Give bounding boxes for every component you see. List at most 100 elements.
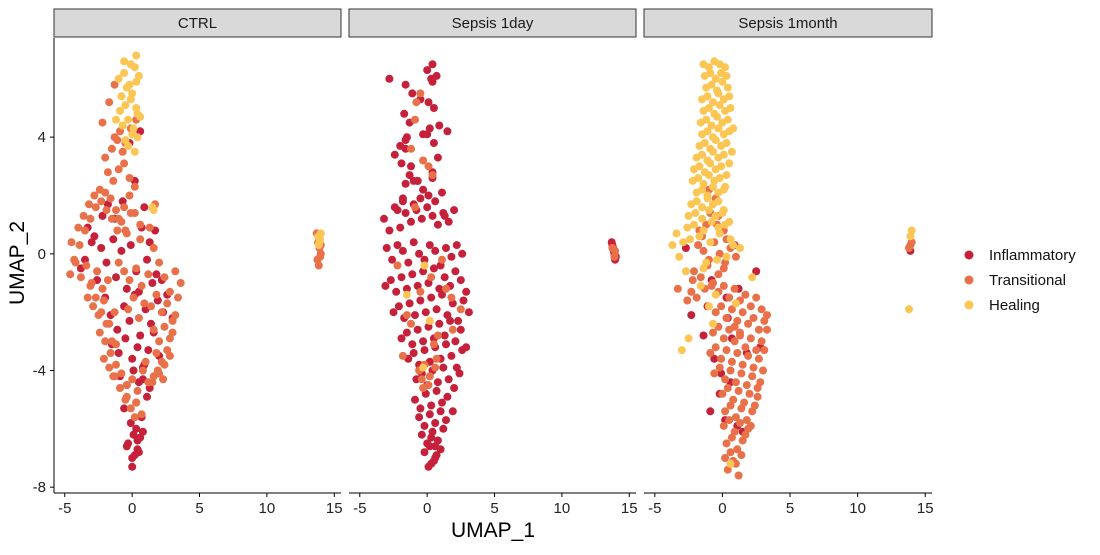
data-point <box>106 194 115 203</box>
data-point <box>122 284 131 293</box>
data-point <box>459 296 468 305</box>
data-point <box>97 308 106 317</box>
data-point <box>417 214 426 223</box>
data-point <box>692 293 701 302</box>
data-point <box>402 311 411 320</box>
data-point <box>171 311 180 320</box>
data-point <box>132 398 141 407</box>
data-point <box>729 241 738 250</box>
data-point <box>907 226 916 235</box>
data-point <box>91 203 100 212</box>
data-point <box>439 424 448 433</box>
data-point <box>433 153 442 162</box>
data-point <box>709 147 717 156</box>
y-tick-label: 0 <box>38 246 46 263</box>
data-point <box>407 217 415 226</box>
x-tick-label: 0 <box>128 500 136 517</box>
data-point <box>730 284 739 293</box>
data-point <box>714 197 723 206</box>
data-point <box>120 404 129 413</box>
data-point <box>112 206 120 215</box>
data-point <box>420 255 429 264</box>
data-point <box>741 290 750 299</box>
data-point <box>707 80 716 89</box>
data-point <box>419 363 428 372</box>
data-point <box>748 407 757 416</box>
data-point <box>722 71 731 80</box>
data-point <box>427 74 436 83</box>
data-point <box>744 351 753 360</box>
data-point <box>429 264 438 273</box>
data-point <box>98 118 107 127</box>
data-point <box>137 410 146 419</box>
facet-strip-label: CTRL <box>178 15 217 32</box>
data-point <box>113 325 122 334</box>
data-point <box>709 98 717 107</box>
data-point <box>440 331 449 340</box>
data-point <box>433 331 442 340</box>
data-point <box>402 284 411 293</box>
data-point <box>141 357 150 366</box>
data-point <box>713 255 721 264</box>
data-point <box>401 179 410 188</box>
data-point <box>749 314 758 322</box>
data-point <box>121 226 130 235</box>
data-point <box>420 448 429 457</box>
data-point <box>696 281 705 290</box>
data-point <box>421 308 430 317</box>
x-tick-label: 10 <box>554 500 571 517</box>
facet-strip <box>643 8 933 38</box>
data-point <box>130 182 139 191</box>
data-point <box>694 174 703 182</box>
data-point <box>149 372 158 381</box>
data-point <box>432 386 441 395</box>
data-point <box>442 284 450 293</box>
data-point <box>153 366 162 375</box>
data-point <box>136 235 145 244</box>
data-point <box>725 416 734 425</box>
data-point <box>737 404 746 413</box>
data-point <box>746 302 755 311</box>
data-point <box>316 229 325 238</box>
data-point <box>702 115 711 124</box>
data-point <box>397 334 406 343</box>
data-point <box>117 246 126 255</box>
data-point <box>152 270 161 279</box>
data-point <box>431 197 440 206</box>
data-point <box>126 60 135 69</box>
data-point <box>86 214 95 223</box>
data-point <box>723 384 732 392</box>
data-point <box>416 404 425 413</box>
legend-key <box>964 300 974 310</box>
data-point <box>413 176 422 185</box>
data-point <box>401 80 410 89</box>
data-point <box>145 238 154 247</box>
data-point <box>753 392 762 401</box>
data-point <box>695 232 704 241</box>
data-point <box>99 296 108 305</box>
data-point <box>714 89 723 98</box>
data-point <box>726 401 735 410</box>
facet-strip <box>53 8 342 38</box>
data-point <box>741 343 750 352</box>
data-point <box>444 375 453 384</box>
data-point <box>314 261 323 270</box>
data-point <box>704 206 713 215</box>
data-point <box>736 419 744 427</box>
legend-label: Inflammatory <box>989 247 1076 264</box>
data-point <box>723 115 732 124</box>
data-point <box>130 209 139 217</box>
legend: Inflammatory Transitional Healing <box>964 247 1076 314</box>
data-point <box>112 273 120 282</box>
data-point <box>711 74 720 83</box>
data-point <box>144 346 153 355</box>
data-point <box>109 235 118 244</box>
data-point <box>107 337 116 346</box>
data-point <box>687 311 696 320</box>
data-point <box>392 287 401 296</box>
x-tick-label: 15 <box>326 500 343 517</box>
data-point <box>174 293 182 302</box>
data-point <box>316 235 325 244</box>
data-point <box>700 139 709 147</box>
